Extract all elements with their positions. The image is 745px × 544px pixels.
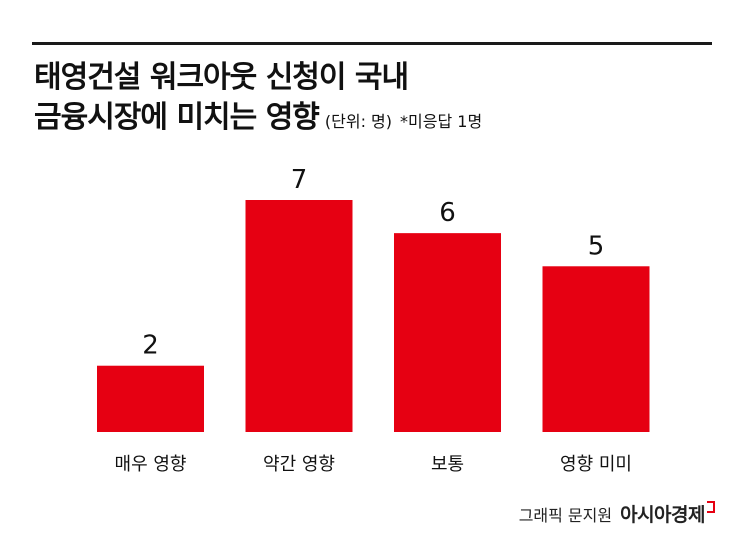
bar-2 — [394, 233, 501, 432]
value-label-1: 7 — [291, 165, 308, 195]
graphic-credit: 그래픽 문지원 — [518, 506, 613, 525]
value-label-2: 6 — [439, 198, 456, 228]
value-label-3: 5 — [588, 231, 605, 261]
bar-0 — [97, 365, 204, 432]
brand-logo: 아시아경제 — [620, 504, 705, 526]
top-rule — [32, 42, 712, 45]
note-label: *미응답 1명 — [400, 112, 483, 131]
bar-1 — [245, 200, 353, 432]
category-label-1: 약간 영향 — [263, 454, 335, 475]
chart-title: 태영건설 워크아웃 신청이 국내 금융시장에 미치는 영향 (단위: 명) *미응답… — [34, 58, 482, 142]
value-label-0: 2 — [142, 331, 159, 361]
brand-mark-icon — [707, 501, 715, 513]
category-label-3: 영향 미미 — [560, 454, 632, 475]
title-line-1: 태영건설 워크아웃 신청이 국내 — [34, 60, 409, 95]
title-line-2-text: 금융시장에 미치는 영향 — [34, 100, 320, 135]
bar-3 — [542, 266, 650, 432]
category-label-2: 보통 — [431, 454, 464, 475]
title-line-2: 금융시장에 미치는 영향 (단위: 명) *미응답 1명 — [34, 98, 482, 142]
unit-label: (단위: 명) — [324, 112, 393, 131]
credit: 그래픽 문지원 아시아경제 — [519, 500, 715, 527]
category-label-0: 매우 영향 — [115, 454, 187, 475]
